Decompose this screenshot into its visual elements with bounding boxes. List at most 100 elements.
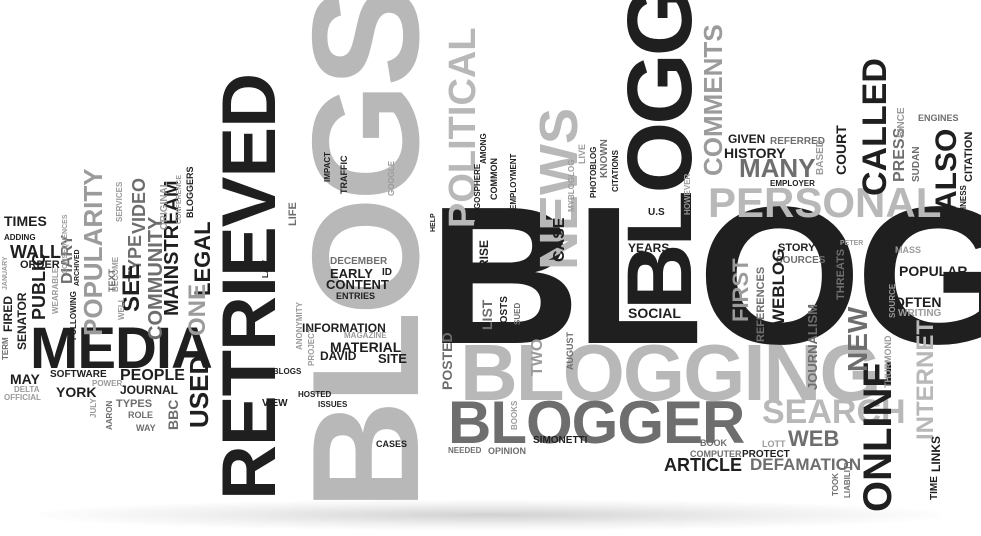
- word-threats: THREATS: [835, 248, 847, 300]
- word-information: INFORMATION: [302, 321, 386, 335]
- word-rise: RISE: [477, 239, 491, 268]
- word-way: WAY: [136, 423, 156, 433]
- word-blogosphere: BLOGOSPHERE: [473, 163, 482, 226]
- word-posted: POSTED: [439, 332, 455, 390]
- word-archived: ARCHIVED: [74, 249, 81, 286]
- word-live: LIVE: [577, 143, 587, 164]
- word-august: AUGUST: [565, 332, 575, 370]
- word-power: POWER: [92, 379, 123, 388]
- word-york: YORK: [56, 384, 97, 400]
- word-engines: ENGINES: [918, 113, 959, 123]
- word-help: HELP: [430, 213, 437, 232]
- word-links: LINKS: [929, 436, 943, 472]
- word-site: SITE: [378, 351, 407, 366]
- word-blog: BLOG: [428, 166, 981, 385]
- word-referred: REFERRED: [770, 136, 826, 147]
- word-weblogs: WEBLOGS: [260, 367, 302, 376]
- word-posts: POSTS: [499, 296, 510, 330]
- word-well: WELL: [117, 297, 126, 320]
- word-david: DAVID: [320, 349, 357, 363]
- word-citation: CITATION: [963, 131, 975, 182]
- word-source: SOURCE: [888, 283, 897, 318]
- word-myblogblog: MYBLOGLOG: [567, 159, 576, 212]
- word-adding: ADDING: [4, 233, 36, 242]
- word-given: GIVEN: [728, 132, 766, 146]
- word-conference: CONFERENCE: [176, 174, 183, 224]
- word-defamation: DEFAMATION: [750, 455, 862, 474]
- word-google: GOOGLE: [387, 160, 396, 196]
- word-story: STORY: [778, 242, 816, 254]
- word-peter: PETER: [840, 240, 864, 247]
- word-issues: ISSUES: [318, 400, 348, 409]
- word-employer: EMPLOYER: [770, 179, 815, 188]
- word-list: LIST: [479, 299, 495, 330]
- word-july: JULY: [89, 398, 98, 418]
- word-sued: SUED: [513, 302, 522, 325]
- word-since: SINCE: [896, 107, 907, 138]
- word-first: FIRST: [728, 258, 753, 322]
- word-opinion: OPINION: [488, 446, 527, 456]
- word-blogging: BLOGGING: [460, 328, 882, 417]
- word-text: TEXT: [107, 268, 117, 292]
- word-impact: IMPACT: [323, 151, 332, 182]
- word-based: BASED: [815, 139, 826, 175]
- word-one: ONE: [184, 283, 211, 336]
- word-early: EARLY: [330, 266, 373, 281]
- word-web: WEB: [788, 426, 840, 451]
- word-often: OFTEN: [894, 294, 942, 310]
- word-may: MAY: [10, 371, 40, 387]
- word-wall: WALL: [10, 242, 61, 262]
- word-popularity: POPULARITY: [78, 168, 108, 336]
- word-internet: INTERNET: [912, 320, 939, 440]
- word-role: ROLE: [128, 410, 154, 420]
- word-protect: PROTECT: [742, 449, 790, 460]
- word-entries: ENTRIES: [336, 291, 376, 301]
- word-device: DEVICE: [628, 229, 673, 243]
- word-common: COMMON: [489, 158, 499, 200]
- word-community: COMMUNITY: [145, 216, 167, 340]
- word-two: TWO: [529, 338, 546, 376]
- word-id: ID: [382, 267, 392, 278]
- word-journalism: JOURNALISM: [805, 304, 820, 390]
- word-social: SOCIAL: [628, 305, 681, 321]
- word-books: BOOKS: [510, 400, 519, 430]
- word-court: COURT: [833, 125, 849, 175]
- word-photoblog: PHOTOBLOG: [589, 146, 598, 198]
- word-senator: SENATOR: [15, 292, 29, 350]
- word-took: TOOK: [831, 473, 840, 496]
- word-us: U.S: [648, 207, 665, 218]
- word-magazine: MAGAZINE: [344, 331, 387, 340]
- word-case: CASE: [551, 217, 568, 262]
- word-needed: NEEDED: [448, 446, 482, 455]
- word-january: JANUARY: [2, 256, 9, 290]
- word-official: OFFICIAL: [4, 393, 41, 402]
- word-material: MATERIAL: [330, 339, 402, 355]
- word-journal: JOURNAL: [120, 383, 179, 397]
- word-search: SEARCH: [762, 393, 906, 431]
- word-writing: WRITING: [898, 308, 942, 319]
- word-personal: PERSONAL: [708, 179, 942, 226]
- word-called: CALLED: [856, 58, 894, 196]
- word-mass: MASS: [895, 245, 922, 255]
- word-comments: COMMENTS: [698, 24, 728, 176]
- word-following: FOLLOWING: [69, 291, 78, 340]
- word-bloggers-small: BLOGGERS: [185, 166, 195, 218]
- word-term: TERM: [1, 337, 10, 360]
- word-also: ALSO: [930, 128, 963, 212]
- word-order: ORDER: [20, 259, 60, 271]
- word-blogs: BLOGS: [281, 0, 451, 510]
- word-time: TIME: [929, 476, 940, 500]
- word-known: KNOWN: [599, 139, 610, 178]
- word-consequences: CONSEQUENCES: [62, 214, 69, 274]
- word-project: PROJECT: [307, 328, 316, 366]
- word-video: VIDEO: [129, 177, 149, 234]
- word-people: PEOPLE: [120, 367, 185, 384]
- word-bbc: BBC: [165, 399, 181, 430]
- word-many: MANY: [739, 153, 816, 183]
- word-times: TIMES: [4, 213, 47, 229]
- word-weblog: WEBLOG: [769, 248, 788, 326]
- word-years: YEARS: [628, 241, 670, 255]
- word-simonetti: SIMONETTI: [533, 435, 588, 446]
- word-article: ARTICLE: [664, 455, 742, 475]
